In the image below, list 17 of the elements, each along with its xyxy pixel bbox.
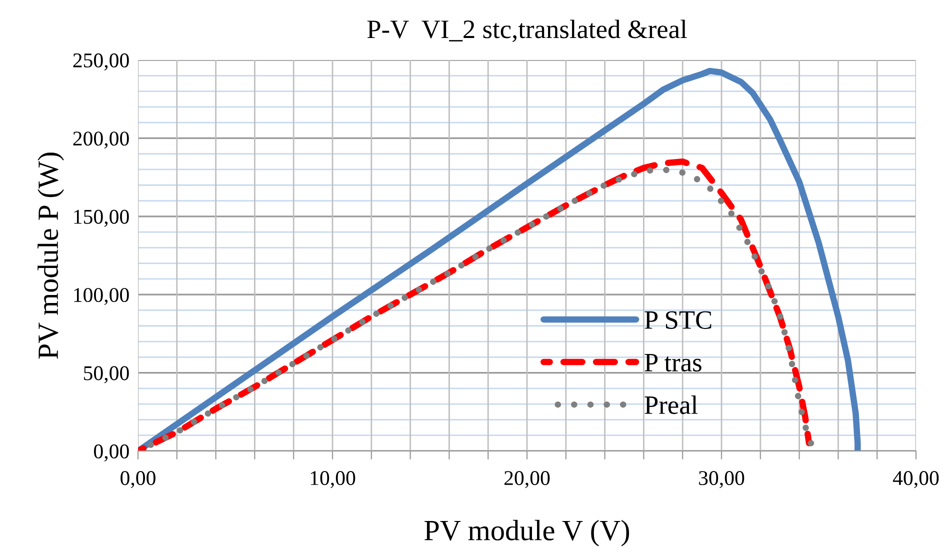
legend-label: P tras xyxy=(644,354,702,372)
chart-title: P-V VI_2 stc,translated &real xyxy=(367,20,687,42)
y-tick-label: 100,00 xyxy=(74,288,129,306)
y-axis-title: PV module P (W) xyxy=(38,152,64,359)
x-tick-label: 40,00 xyxy=(892,471,939,488)
y-tick-label: 0,00 xyxy=(94,444,129,462)
x-axis-title: PV module V (V) xyxy=(424,520,630,546)
legend-label: Preal xyxy=(644,396,698,414)
legend-label: P STC xyxy=(644,311,712,329)
y-tick-label: 250,00 xyxy=(73,53,129,70)
y-tick-label: 50,00 xyxy=(84,366,129,384)
x-tick-label: 10,00 xyxy=(310,471,356,488)
y-tick-label: 200,00 xyxy=(73,132,129,149)
x-tick-label: 30,00 xyxy=(699,471,744,488)
y-tick-label: 150,00 xyxy=(74,210,129,227)
x-tick-label: 0,00 xyxy=(120,471,156,488)
x-tick-label: 20,00 xyxy=(504,471,550,488)
